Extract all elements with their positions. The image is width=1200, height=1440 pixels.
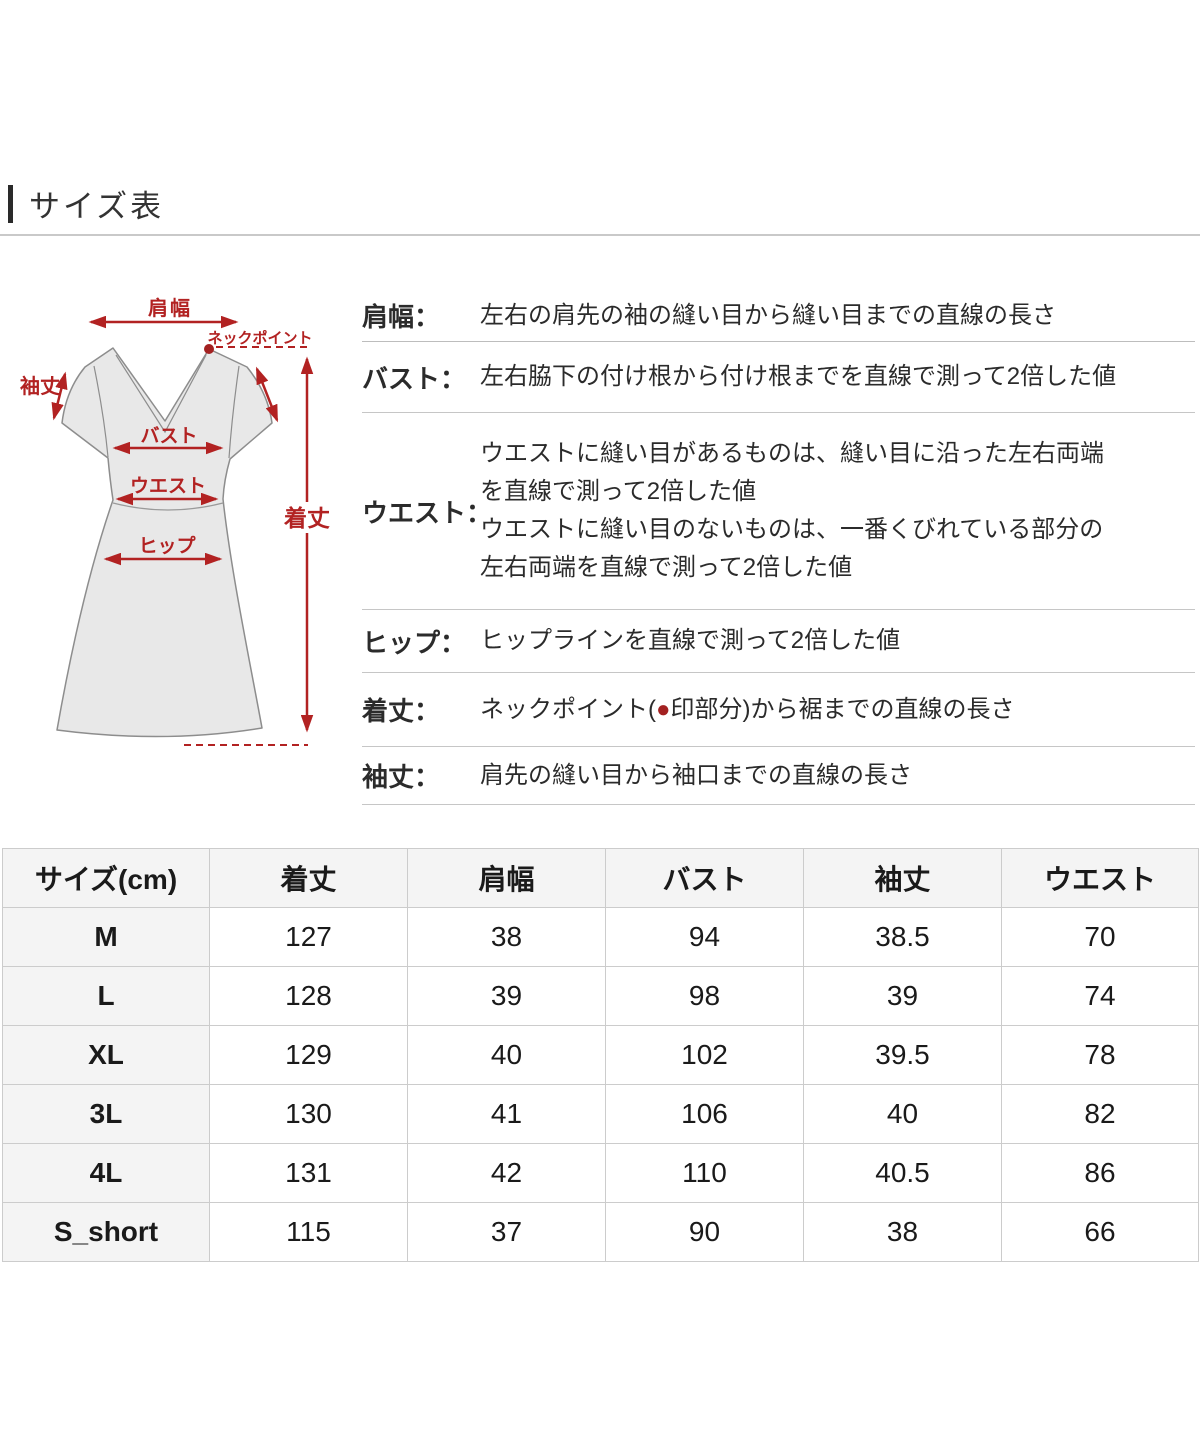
definition-term: 袖丈： xyxy=(362,762,441,792)
table-cell: 40 xyxy=(803,1084,1002,1144)
table-cell: 66 xyxy=(1001,1202,1199,1262)
header-divider xyxy=(0,234,1200,236)
size-label: S_short xyxy=(2,1202,210,1262)
definition-term: 肩幅： xyxy=(362,302,441,332)
size-label: XL xyxy=(2,1025,210,1085)
table-cell: 82 xyxy=(1001,1084,1199,1144)
table-cell: 38 xyxy=(407,907,606,967)
table-cell: 70 xyxy=(1001,907,1199,967)
hip-label: ヒップ xyxy=(138,534,196,557)
definition-text: 左右の肩先の袖の縫い目から縫い目までの直線の長さ xyxy=(480,301,1056,329)
definition-term: ウエスト： xyxy=(362,497,493,528)
header-accent-bar xyxy=(8,184,13,223)
col-header-shoulder: 肩幅 xyxy=(407,848,606,908)
table-header-row: サイズ(cm) 着丈 肩幅 バスト 袖丈 ウエスト xyxy=(2,848,1199,908)
table-row-4l: 4L 131 42 110 40.5 86 xyxy=(2,1143,1199,1203)
table-cell: 39 xyxy=(803,966,1002,1026)
table-cell: 110 xyxy=(605,1143,804,1203)
table-cell: 86 xyxy=(1001,1143,1199,1203)
definition-row-sleeve: 袖丈： 肩先の縫い目から袖口までの直線の長さ xyxy=(362,747,1195,805)
waist-seam-line xyxy=(112,502,224,511)
bust-label: バスト xyxy=(140,425,197,447)
table-cell: 102 xyxy=(605,1025,804,1085)
section-header: サイズ表 xyxy=(8,181,164,226)
definition-row-waist: ウエスト： ウエストに縫い目があるものは、縫い目に沿った左右両端 を直線で測って… xyxy=(362,413,1195,610)
col-header-waist: ウエスト xyxy=(1001,848,1199,908)
table-cell: 106 xyxy=(605,1084,804,1144)
neck-point-dot xyxy=(204,344,214,354)
sleeve-length-arrow-right xyxy=(255,366,279,423)
size-label: 3L xyxy=(2,1084,210,1144)
collar-inner-line xyxy=(115,354,207,434)
table-cell: 37 xyxy=(407,1202,606,1262)
table-cell: 40.5 xyxy=(803,1143,1002,1203)
definition-text: ネックポイント(●印部分)から裾までの直線の長さ xyxy=(480,691,1015,729)
page-title: サイズ表 xyxy=(29,189,165,224)
shoulder-width-label: 肩幅 xyxy=(148,296,192,320)
definition-text: 肩先の縫い目から袖口までの直線の長さ xyxy=(480,761,912,789)
table-cell: 131 xyxy=(209,1143,408,1203)
waist-label: ウエスト xyxy=(130,475,206,497)
col-header-sleeve: 袖丈 xyxy=(803,848,1002,908)
definition-row-hip: ヒップ： ヒップラインを直線で測って2倍した値 xyxy=(362,610,1195,673)
table-cell: 128 xyxy=(209,966,408,1026)
table-cell: 38.5 xyxy=(803,907,1002,967)
definition-text-pre: ネックポイント( xyxy=(480,695,656,723)
table-row-3l: 3L 130 41 106 40 82 xyxy=(2,1084,1199,1144)
garment-length-label-bg xyxy=(281,502,333,533)
table-cell: 98 xyxy=(605,966,804,1026)
garment-length-label: 着丈 xyxy=(284,505,330,531)
table-cell: 94 xyxy=(605,907,804,967)
right-sleeve-seam xyxy=(228,365,240,459)
definition-text: ウエストに縫い目があるものは、縫い目に沿った左右両端 を直線で測って2倍した値 … xyxy=(480,440,1104,581)
table-row-m: M 127 38 94 38.5 70 xyxy=(2,907,1199,967)
table-cell: 39 xyxy=(407,966,606,1026)
col-header-length: 着丈 xyxy=(209,848,408,908)
definition-term: 着丈： xyxy=(362,696,441,726)
col-header-bust: バスト xyxy=(605,848,804,908)
col-header-size: サイズ(cm) xyxy=(2,848,210,908)
definition-row-garment-length: 着丈： ネックポイント(●印部分)から裾までの直線の長さ xyxy=(362,673,1195,747)
definition-row-bust: バスト： 左右脇下の付け根から付け根までを直線で測って2倍した値 xyxy=(362,342,1195,413)
table-cell: 115 xyxy=(209,1202,408,1262)
definition-row-shoulder: 肩幅： 左右の肩先の袖の縫い目から縫い目までの直線の長さ xyxy=(362,290,1195,342)
table-cell: 90 xyxy=(605,1202,804,1262)
table-cell: 38 xyxy=(803,1202,1002,1262)
neck-point-label: ネックポイント xyxy=(207,329,312,347)
table-cell: 78 xyxy=(1001,1025,1199,1085)
definition-term: バスト： xyxy=(362,363,467,394)
size-label: L xyxy=(2,966,210,1026)
size-label: M xyxy=(2,907,210,967)
definition-text: 左右脇下の付け根から付け根までを直線で測って2倍した値 xyxy=(480,363,1117,390)
table-cell: 74 xyxy=(1001,966,1199,1026)
table-row-l: L 128 39 98 39 74 xyxy=(2,966,1199,1026)
table-cell: 41 xyxy=(407,1084,606,1144)
definition-text: ヒップラインを直線で測って2倍した値 xyxy=(480,627,901,654)
left-sleeve-seam xyxy=(93,365,109,458)
size-label: 4L xyxy=(2,1143,210,1203)
table-cell: 127 xyxy=(209,907,408,967)
table-cell: 42 xyxy=(407,1143,606,1203)
table-row-xl: XL 129 40 102 39.5 78 xyxy=(2,1025,1199,1085)
sleeve-length-arrow-left xyxy=(51,371,68,421)
measurement-definitions: 肩幅： 左右の肩先の袖の縫い目から縫い目までの直線の長さ バスト： 左右脇下の付… xyxy=(362,290,1195,805)
table-cell: 40 xyxy=(407,1025,606,1085)
table-cell: 130 xyxy=(209,1084,408,1144)
table-cell: 129 xyxy=(209,1025,408,1085)
table-row-s-short: S_short 115 37 90 38 66 xyxy=(2,1202,1199,1262)
definition-term: ヒップ： xyxy=(362,627,467,658)
size-table: サイズ(cm) 着丈 肩幅 バスト 袖丈 ウエスト M 127 38 94 38… xyxy=(2,848,1199,1262)
dress-measurement-diagram: 肩幅 ネックポイント 着丈 袖丈 バスト ウエスト ヒップ xyxy=(10,290,350,770)
sleeve-length-label: 袖丈 xyxy=(20,374,60,398)
neck-point-dot-glyph: ● xyxy=(656,695,671,723)
table-cell: 39.5 xyxy=(803,1025,1002,1085)
definition-text-post: 印部分)から裾までの直線の長さ xyxy=(670,695,1015,723)
